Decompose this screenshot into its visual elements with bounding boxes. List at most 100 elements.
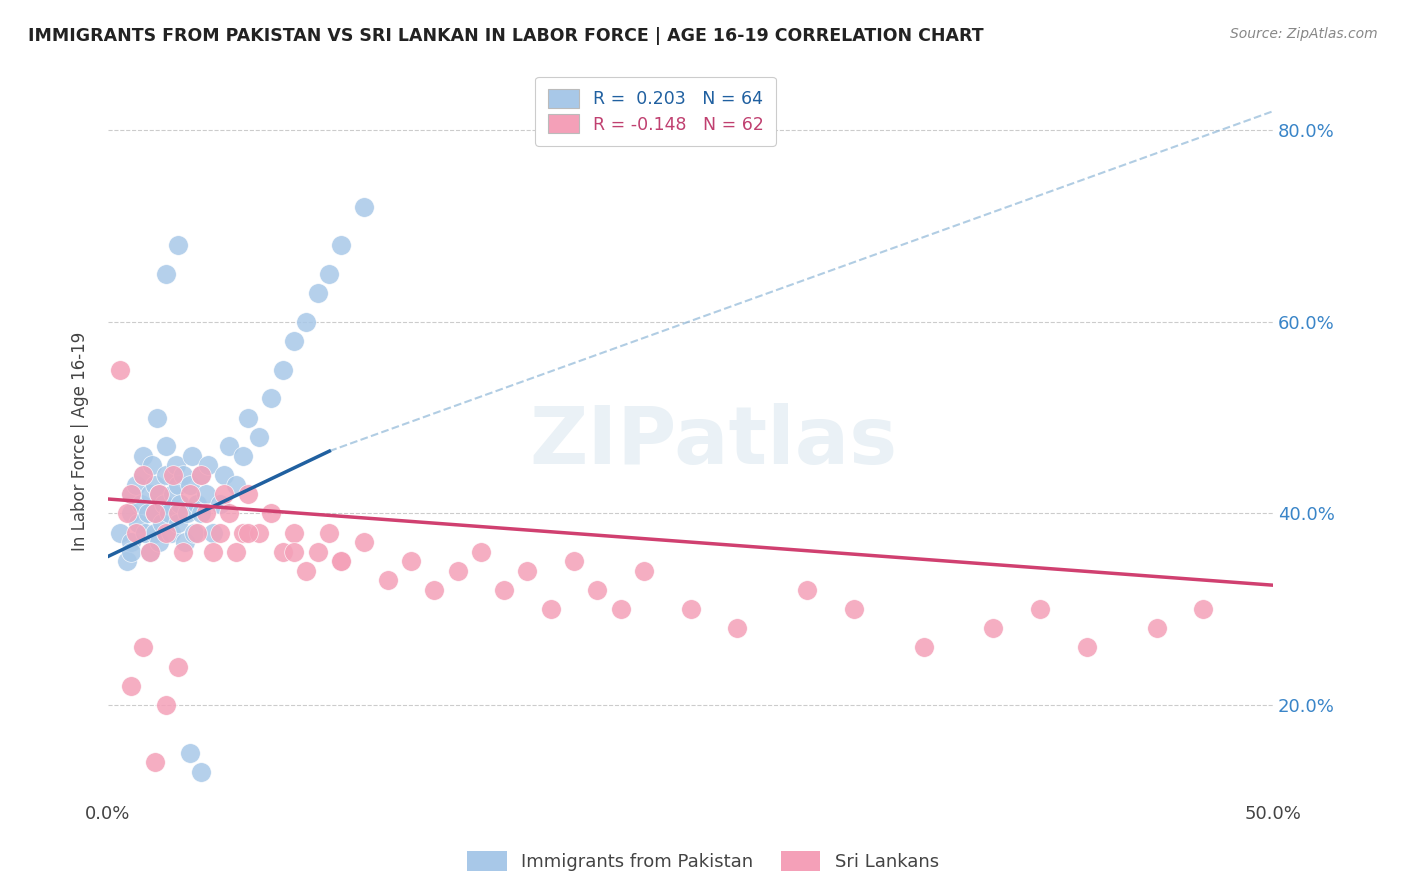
Sri Lankans: [125, 525, 148, 540]
Immigrants from Pakistan: [167, 477, 190, 491]
Immigrants from Pakistan: [318, 267, 340, 281]
Immigrants from Pakistan: [132, 449, 155, 463]
Sri Lankans: [540, 602, 562, 616]
Sri Lankans: [295, 564, 318, 578]
Sri Lankans: [225, 544, 247, 558]
Immigrants from Pakistan: [169, 497, 191, 511]
Immigrants from Pakistan: [162, 487, 184, 501]
Immigrants from Pakistan: [143, 525, 166, 540]
Immigrants from Pakistan: [167, 516, 190, 530]
Immigrants from Pakistan: [136, 507, 159, 521]
Text: Source: ZipAtlas.com: Source: ZipAtlas.com: [1230, 27, 1378, 41]
Immigrants from Pakistan: [190, 764, 212, 779]
Sri Lankans: [132, 640, 155, 655]
Immigrants from Pakistan: [295, 315, 318, 329]
Sri Lankans: [283, 544, 305, 558]
Immigrants from Pakistan: [143, 507, 166, 521]
Legend: R =  0.203   N = 64, R = -0.148   N = 62: R = 0.203 N = 64, R = -0.148 N = 62: [536, 77, 776, 145]
Sri Lankans: [609, 602, 631, 616]
Sri Lankans: [162, 468, 184, 483]
Sri Lankans: [155, 525, 177, 540]
Sri Lankans: [190, 468, 212, 483]
Immigrants from Pakistan: [307, 286, 329, 301]
Y-axis label: In Labor Force | Age 16-19: In Labor Force | Age 16-19: [72, 332, 89, 551]
Immigrants from Pakistan: [155, 439, 177, 453]
Immigrants from Pakistan: [139, 487, 162, 501]
Immigrants from Pakistan: [146, 410, 169, 425]
Sri Lankans: [423, 582, 446, 597]
Sri Lankans: [353, 535, 375, 549]
Sri Lankans: [148, 487, 170, 501]
Text: IMMIGRANTS FROM PAKISTAN VS SRI LANKAN IN LABOR FORCE | AGE 16-19 CORRELATION CH: IMMIGRANTS FROM PAKISTAN VS SRI LANKAN I…: [28, 27, 984, 45]
Sri Lankans: [186, 525, 208, 540]
Sri Lankans: [586, 582, 609, 597]
Sri Lankans: [796, 582, 818, 597]
Immigrants from Pakistan: [190, 507, 212, 521]
Immigrants from Pakistan: [141, 458, 163, 473]
Immigrants from Pakistan: [353, 200, 375, 214]
Immigrants from Pakistan: [194, 487, 217, 501]
Sri Lankans: [218, 507, 240, 521]
Sri Lankans: [283, 525, 305, 540]
Immigrants from Pakistan: [139, 544, 162, 558]
Immigrants from Pakistan: [225, 477, 247, 491]
Immigrants from Pakistan: [148, 535, 170, 549]
Sri Lankans: [307, 544, 329, 558]
Immigrants from Pakistan: [179, 477, 201, 491]
Immigrants from Pakistan: [127, 516, 149, 530]
Immigrants from Pakistan: [150, 516, 173, 530]
Sri Lankans: [167, 659, 190, 673]
Immigrants from Pakistan: [165, 458, 187, 473]
Immigrants from Pakistan: [143, 477, 166, 491]
Immigrants from Pakistan: [157, 507, 180, 521]
Immigrants from Pakistan: [125, 477, 148, 491]
Sri Lankans: [194, 507, 217, 521]
Sri Lankans: [330, 554, 353, 568]
Immigrants from Pakistan: [120, 487, 142, 501]
Sri Lankans: [115, 507, 138, 521]
Sri Lankans: [260, 507, 283, 521]
Immigrants from Pakistan: [129, 497, 152, 511]
Sri Lankans: [236, 487, 259, 501]
Sri Lankans: [249, 525, 271, 540]
Immigrants from Pakistan: [148, 487, 170, 501]
Immigrants from Pakistan: [271, 363, 294, 377]
Immigrants from Pakistan: [167, 238, 190, 252]
Sri Lankans: [446, 564, 468, 578]
Immigrants from Pakistan: [236, 410, 259, 425]
Sri Lankans: [155, 698, 177, 712]
Immigrants from Pakistan: [186, 497, 208, 511]
Sri Lankans: [143, 756, 166, 770]
Immigrants from Pakistan: [108, 525, 131, 540]
Immigrants from Pakistan: [120, 544, 142, 558]
Immigrants from Pakistan: [183, 525, 205, 540]
Sri Lankans: [232, 525, 254, 540]
Immigrants from Pakistan: [201, 525, 224, 540]
Sri Lankans: [912, 640, 935, 655]
Sri Lankans: [139, 544, 162, 558]
Sri Lankans: [725, 621, 748, 635]
Sri Lankans: [330, 554, 353, 568]
Immigrants from Pakistan: [208, 497, 231, 511]
Sri Lankans: [201, 544, 224, 558]
Sri Lankans: [516, 564, 538, 578]
Sri Lankans: [208, 525, 231, 540]
Sri Lankans: [271, 544, 294, 558]
Immigrants from Pakistan: [160, 525, 183, 540]
Immigrants from Pakistan: [283, 334, 305, 348]
Immigrants from Pakistan: [190, 468, 212, 483]
Sri Lankans: [120, 487, 142, 501]
Sri Lankans: [633, 564, 655, 578]
Sri Lankans: [236, 525, 259, 540]
Sri Lankans: [1076, 640, 1098, 655]
Sri Lankans: [120, 679, 142, 693]
Sri Lankans: [318, 525, 340, 540]
Immigrants from Pakistan: [120, 507, 142, 521]
Immigrants from Pakistan: [115, 554, 138, 568]
Immigrants from Pakistan: [134, 525, 156, 540]
Immigrants from Pakistan: [155, 267, 177, 281]
Immigrants from Pakistan: [180, 449, 202, 463]
Sri Lankans: [108, 363, 131, 377]
Immigrants from Pakistan: [176, 507, 198, 521]
Sri Lankans: [679, 602, 702, 616]
